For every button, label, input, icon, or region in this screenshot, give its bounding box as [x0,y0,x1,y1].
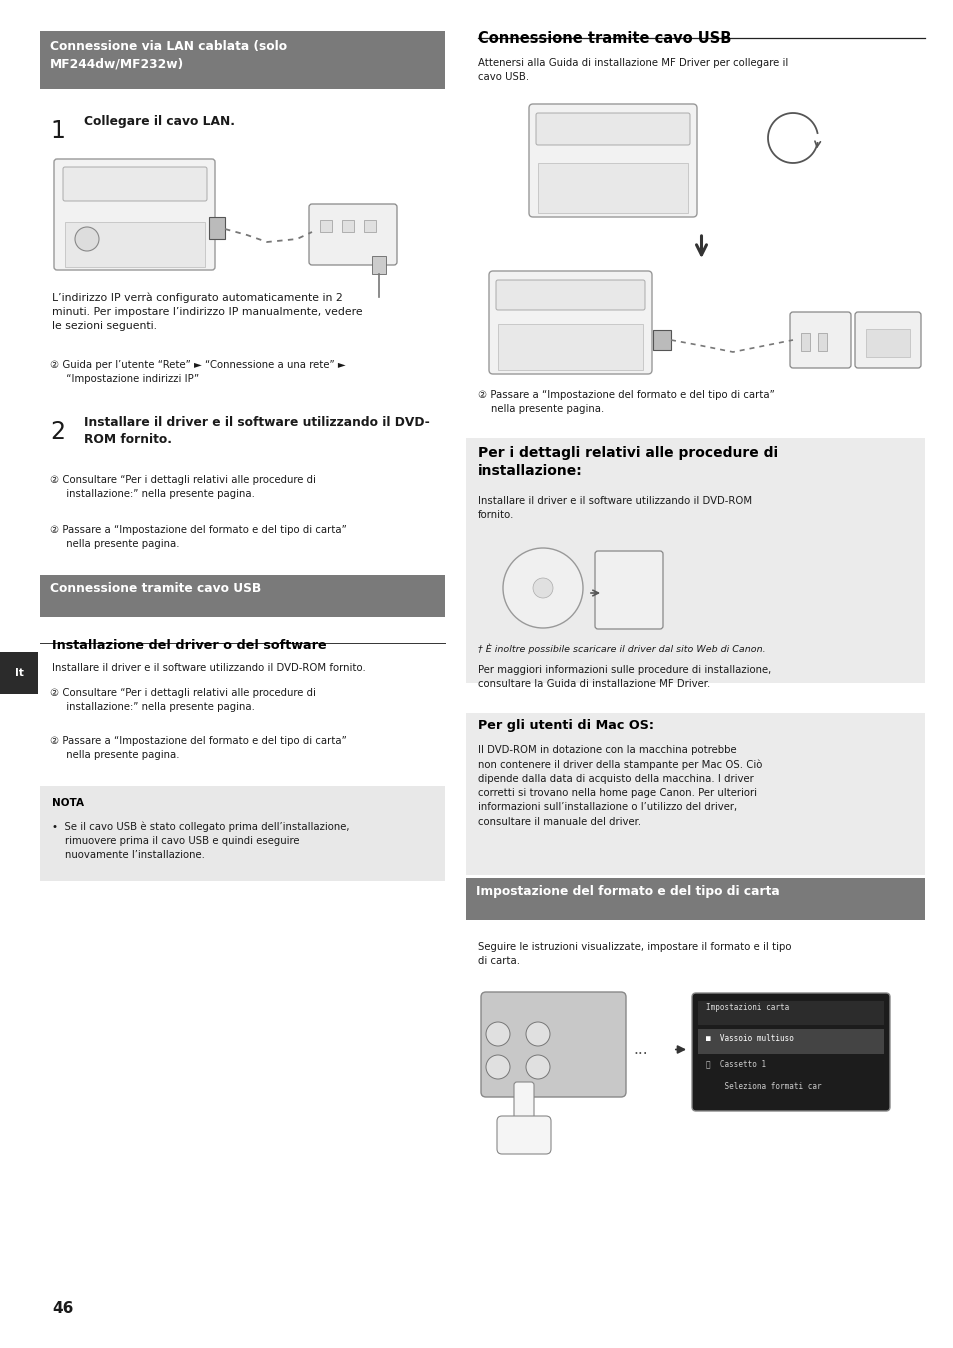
FancyBboxPatch shape [652,330,670,350]
Text: Installare il driver e il software utilizzando il DVD-
ROM fornito.: Installare il driver e il software utili… [84,417,429,446]
Text: NOTA: NOTA [52,798,84,807]
Text: 1: 1 [50,119,65,143]
FancyBboxPatch shape [309,204,396,266]
Text: 2: 2 [50,421,65,443]
Text: Connessione via LAN cablata (solo
MF244dw/MF232w): Connessione via LAN cablata (solo MF244d… [50,40,287,70]
FancyBboxPatch shape [595,551,662,630]
Text: Connessione tramite cavo USB: Connessione tramite cavo USB [477,31,731,46]
Text: ② Consultare “Per i dettagli relativi alle procedure di
     installazione:” nel: ② Consultare “Per i dettagli relativi al… [50,687,315,712]
Text: It: It [14,669,24,678]
Text: •  Se il cavo USB è stato collegato prima dell’installazione,
    rimuovere prim: • Se il cavo USB è stato collegato prima… [52,821,349,860]
Text: 46: 46 [52,1301,73,1316]
FancyBboxPatch shape [529,104,697,217]
FancyBboxPatch shape [63,167,207,201]
Text: ② Consultare “Per i dettagli relativi alle procedure di
     installazione:” nel: ② Consultare “Per i dettagli relativi al… [50,474,315,499]
FancyBboxPatch shape [465,713,924,875]
Circle shape [525,1022,550,1046]
Text: ...: ... [633,1042,647,1057]
FancyBboxPatch shape [40,31,444,89]
FancyBboxPatch shape [854,311,920,368]
FancyBboxPatch shape [0,652,38,694]
Circle shape [502,549,582,628]
FancyBboxPatch shape [817,333,826,350]
FancyBboxPatch shape [480,992,625,1097]
FancyBboxPatch shape [364,220,375,232]
Circle shape [485,1055,510,1078]
FancyBboxPatch shape [865,329,909,357]
FancyBboxPatch shape [54,159,214,270]
Text: Collegare il cavo LAN.: Collegare il cavo LAN. [84,115,234,128]
FancyBboxPatch shape [514,1082,534,1130]
Text: Il DVD-ROM in dotazione con la macchina potrebbe
non contenere il driver della s: Il DVD-ROM in dotazione con la macchina … [477,745,761,826]
FancyBboxPatch shape [40,786,444,882]
Text: Connessione tramite cavo USB: Connessione tramite cavo USB [50,582,261,594]
Text: ② Passare a “Impostazione del formato e del tipo di carta”
    nella presente pa: ② Passare a “Impostazione del formato e … [477,390,774,414]
Circle shape [533,578,553,599]
Text: ② Passare a “Impostazione del formato e del tipo di carta”
     nella presente p: ② Passare a “Impostazione del formato e … [50,736,346,760]
FancyBboxPatch shape [65,222,205,267]
FancyBboxPatch shape [789,311,850,368]
FancyBboxPatch shape [801,333,809,350]
FancyBboxPatch shape [496,280,644,310]
Text: L’indirizzo IP verrà configurato automaticamente in 2
minuti. Per impostare l’in: L’indirizzo IP verrà configurato automat… [52,293,362,332]
FancyBboxPatch shape [698,1002,883,1024]
FancyBboxPatch shape [319,220,332,232]
FancyBboxPatch shape [698,1029,883,1054]
Text: † È inoltre possibile scaricare il driver dal sito Web di Canon.: † È inoltre possibile scaricare il drive… [477,643,765,654]
Text: Seleziona formati car: Seleziona formati car [705,1082,821,1091]
FancyBboxPatch shape [489,271,651,373]
Text: Seguire le istruzioni visualizzate, impostare il formato e il tipo
di carta.: Seguire le istruzioni visualizzate, impo… [477,942,791,967]
FancyBboxPatch shape [465,878,924,919]
FancyBboxPatch shape [40,576,444,617]
Text: Impostazioni carta: Impostazioni carta [705,1003,788,1012]
FancyBboxPatch shape [372,256,386,274]
Text: ② Passare a “Impostazione del formato e del tipo di carta”
     nella presente p: ② Passare a “Impostazione del formato e … [50,524,346,549]
FancyBboxPatch shape [209,217,225,239]
FancyBboxPatch shape [497,1116,551,1154]
Text: Installazione del driver o del software: Installazione del driver o del software [52,639,326,652]
Text: Installare il driver e il software utilizzando il DVD-ROM fornito.: Installare il driver e il software utili… [52,663,365,673]
FancyBboxPatch shape [691,993,889,1111]
Text: Per maggiori informazioni sulle procedure di installazione,
consultare la Guida : Per maggiori informazioni sulle procedur… [477,665,770,689]
FancyBboxPatch shape [537,163,687,213]
Text: ℹ  Cassetto 1: ℹ Cassetto 1 [705,1060,765,1068]
Text: ② Guida per l’utente “Rete” ► “Connessione a una rete” ►
     “Impostazione indi: ② Guida per l’utente “Rete” ► “Connessio… [50,360,345,384]
Text: Per gli utenti di Mac OS:: Per gli utenti di Mac OS: [477,718,654,732]
FancyBboxPatch shape [536,113,689,146]
Circle shape [485,1022,510,1046]
Text: Installare il driver e il software utilizzando il DVD-ROM
fornito.: Installare il driver e il software utili… [477,496,751,520]
FancyBboxPatch shape [497,324,642,369]
FancyBboxPatch shape [465,438,924,683]
Circle shape [75,226,99,251]
Circle shape [525,1055,550,1078]
Text: Per i dettagli relativi alle procedure di
installazione:: Per i dettagli relativi alle procedure d… [477,446,778,477]
Text: ■  Vassoio multiuso: ■ Vassoio multiuso [705,1034,793,1043]
Text: Attenersi alla Guida di installazione MF Driver per collegare il
cavo USB.: Attenersi alla Guida di installazione MF… [477,58,787,82]
Text: Impostazione del formato e del tipo di carta: Impostazione del formato e del tipo di c… [476,886,779,898]
FancyBboxPatch shape [341,220,354,232]
